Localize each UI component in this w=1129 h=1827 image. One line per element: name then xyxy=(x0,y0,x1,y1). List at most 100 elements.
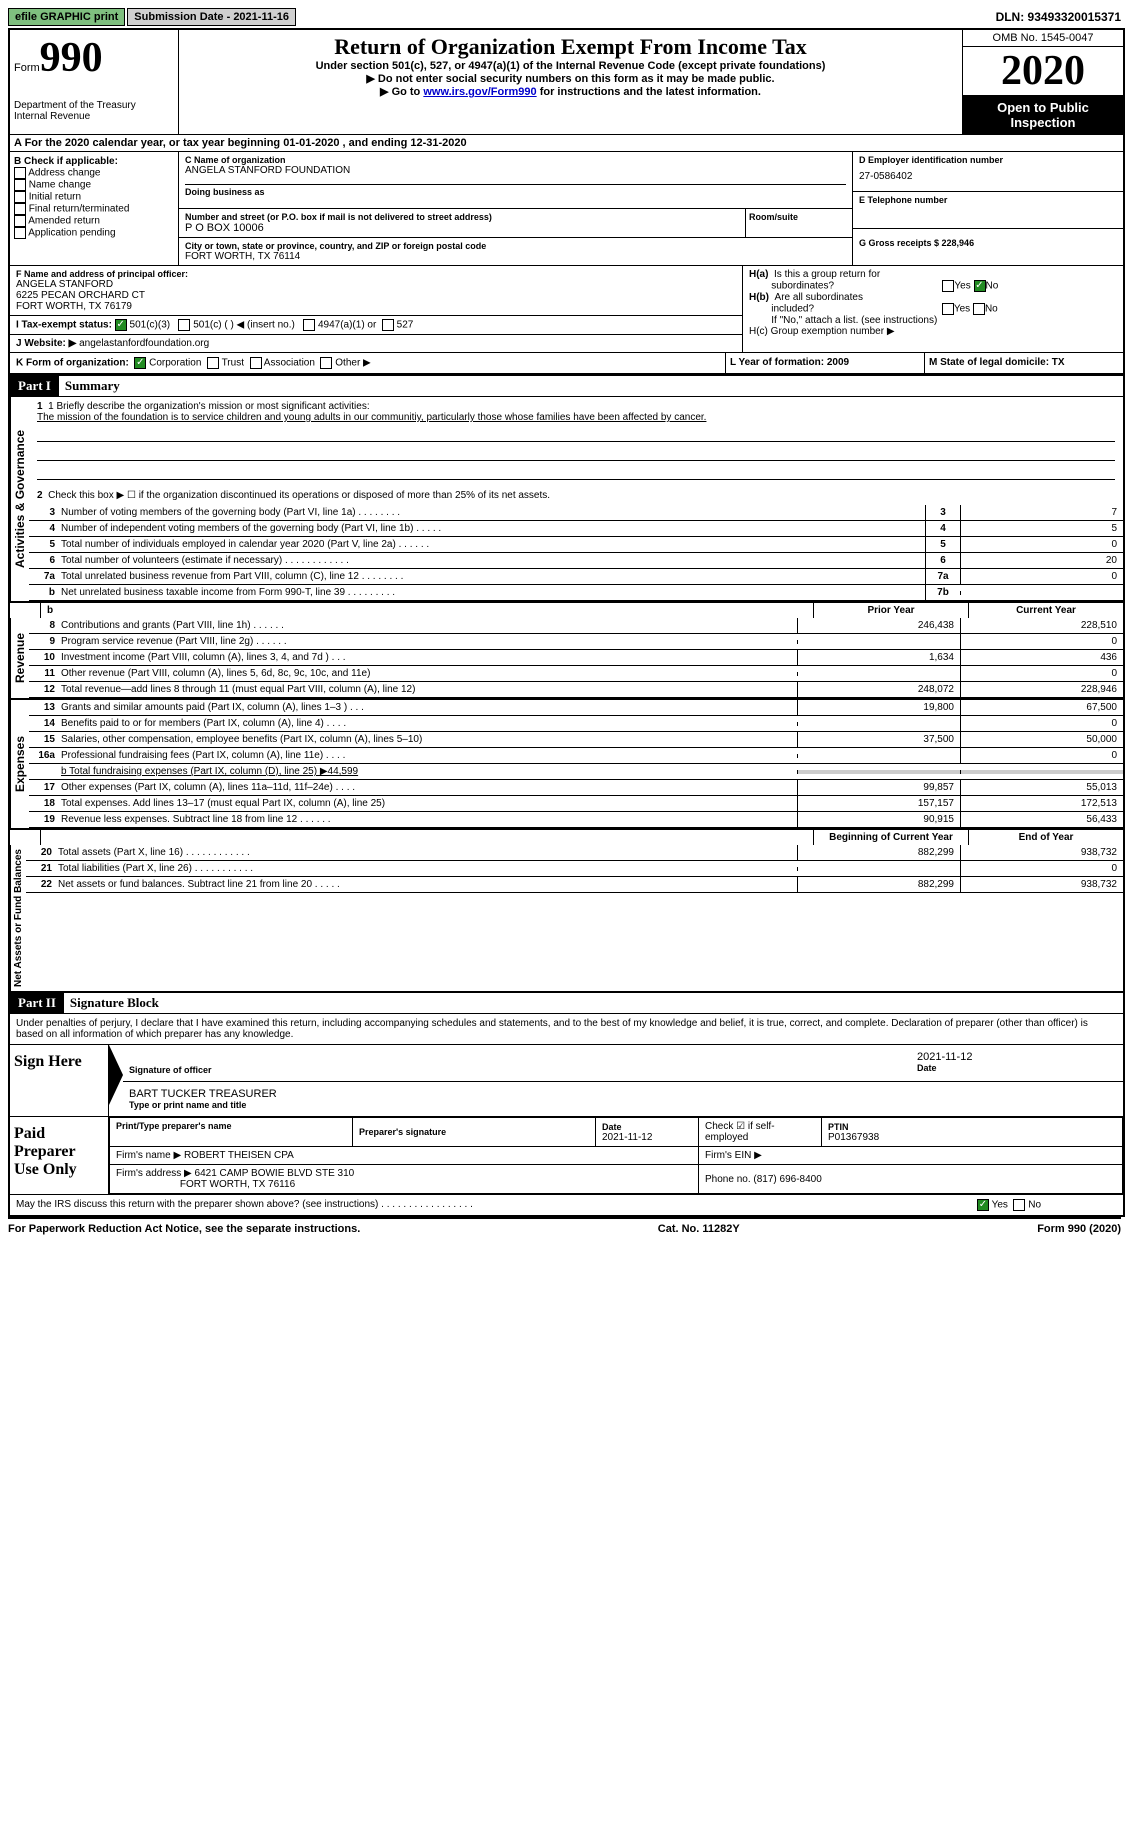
row-i: I Tax-exempt status: 501(c)(3) 501(c) ( … xyxy=(10,316,742,335)
irs-link[interactable]: www.irs.gov/Form990 xyxy=(423,86,536,98)
title-box: Return of Organization Exempt From Incom… xyxy=(179,30,962,134)
b-opt: Amended return xyxy=(14,215,174,227)
line2: 2 Check this box ▶ ☐ if the organization… xyxy=(29,486,1123,505)
chk-other[interactable] xyxy=(320,357,332,369)
summary-line: 21Total liabilities (Part X, line 26) . … xyxy=(26,861,1123,877)
summary-line: 9Program service revenue (Part VIII, lin… xyxy=(29,634,1123,650)
col-c: C Name of organization ANGELA STANFORD F… xyxy=(179,152,852,265)
c-addr: Number and street (or P.O. box if mail i… xyxy=(179,209,852,238)
submission-btn[interactable]: Submission Date - 2021-11-16 xyxy=(127,8,296,26)
summary-line: 7aTotal unrelated business revenue from … xyxy=(29,569,1123,585)
c-name: C Name of organization ANGELA STANFORD F… xyxy=(179,152,852,209)
b-opt: Initial return xyxy=(14,191,174,203)
hdr-end: End of Year xyxy=(968,830,1123,845)
paid-preparer-block: Paid Preparer Use Only Print/Type prepar… xyxy=(10,1116,1123,1194)
paid-prep: Paid Preparer Use Only xyxy=(10,1117,108,1194)
b-opt: Address change xyxy=(14,167,174,179)
summary-line: bNet unrelated business taxable income f… xyxy=(29,585,1123,601)
footer-left: For Paperwork Reduction Act Notice, see … xyxy=(8,1223,360,1235)
preparer-table: Print/Type preparer's name Preparer's si… xyxy=(109,1117,1123,1194)
vert-exp: Expenses xyxy=(10,700,29,828)
discuss-yes[interactable] xyxy=(977,1199,989,1211)
col-h: H(a) Is this a group return for subordin… xyxy=(743,266,1123,352)
form-label: Form xyxy=(14,62,40,74)
ha-no[interactable] xyxy=(974,280,986,292)
vert-rev: Revenue xyxy=(10,618,29,698)
footer: For Paperwork Reduction Act Notice, see … xyxy=(8,1217,1121,1239)
row-a: A For the 2020 calendar year, or tax yea… xyxy=(10,135,1123,152)
summary-line: 8Contributions and grants (Part VIII, li… xyxy=(29,618,1123,634)
col-b: B Check if applicable: Address change Na… xyxy=(10,152,179,265)
summary-line: 16aProfessional fundraising fees (Part I… xyxy=(29,748,1123,764)
arrow-icon xyxy=(109,1045,123,1105)
note1: ▶ Do not enter social security numbers o… xyxy=(183,72,958,85)
section-fh: F Name and address of principal officer:… xyxy=(10,265,1123,352)
b-header: B Check if applicable: xyxy=(14,156,174,167)
net-header-row: Beginning of Current Year End of Year xyxy=(10,828,1123,845)
sign-here: Sign Here xyxy=(10,1045,108,1116)
top-bar: efile GRAPHIC print Submission Date - 20… xyxy=(8,8,1121,26)
summary-line: 12Total revenue—add lines 8 through 11 (… xyxy=(29,682,1123,698)
summary-line: 17Other expenses (Part IX, column (A), l… xyxy=(29,780,1123,796)
c-city: City or town, state or province, country… xyxy=(179,238,852,265)
form-number: 990 xyxy=(40,35,103,81)
omb: OMB No. 1545-0047 xyxy=(963,30,1123,47)
col-fij: F Name and address of principal officer:… xyxy=(10,266,743,352)
chk-501c[interactable] xyxy=(178,319,190,331)
hb-yes[interactable] xyxy=(942,303,954,315)
dept2: Internal Revenue xyxy=(14,111,174,122)
chk-527[interactable] xyxy=(382,319,394,331)
hdr-curr: Current Year xyxy=(968,603,1123,618)
chk-trust[interactable] xyxy=(207,357,219,369)
row-j: J Website: ▶ angelastanfordfoundation.or… xyxy=(10,335,742,352)
sign-here-block: Sign Here Signature of officer 2021-11-1… xyxy=(10,1044,1123,1116)
f-officer: F Name and address of principal officer:… xyxy=(10,266,742,316)
b-opt: Name change xyxy=(14,179,174,191)
form-990: Form990 Department of the Treasury Inter… xyxy=(8,28,1125,1217)
vert-gov: Activities & Governance xyxy=(10,397,29,601)
chk-assoc[interactable] xyxy=(250,357,262,369)
row-l: L Year of formation: 2009 xyxy=(725,353,924,373)
part1-body: Activities & Governance 1 1 Briefly desc… xyxy=(10,397,1123,601)
summary-line: 18Total expenses. Add lines 13–17 (must … xyxy=(29,796,1123,812)
summary-line: 3Number of voting members of the governi… xyxy=(29,505,1123,521)
part1-header: Part I Summary xyxy=(10,374,1123,397)
net-section: Net Assets or Fund Balances 20Total asse… xyxy=(10,845,1123,991)
d-ein: D Employer identification number 27-0586… xyxy=(853,152,1123,192)
dept1: Department of the Treasury xyxy=(14,100,174,111)
discuss-no[interactable] xyxy=(1013,1199,1025,1211)
dln: DLN: 93493320015371 xyxy=(996,10,1121,24)
open-public: Open to Public Inspection xyxy=(963,96,1123,134)
summary-line: 5Total number of individuals employed in… xyxy=(29,537,1123,553)
hdr-prior: Prior Year xyxy=(813,603,968,618)
line16b: b Total fundraising expenses (Part IX, c… xyxy=(29,764,1123,780)
chk-corp[interactable] xyxy=(134,357,146,369)
subtitle: Under section 501(c), 527, or 4947(a)(1)… xyxy=(183,60,958,72)
d-gross: G Gross receipts $ 228,946 xyxy=(853,229,1123,251)
summary-line: 22Net assets or fund balances. Subtract … xyxy=(26,877,1123,893)
declaration: Under penalties of perjury, I declare th… xyxy=(10,1014,1123,1044)
efile-btn[interactable]: efile GRAPHIC print xyxy=(8,8,125,26)
summary-line: 10Investment income (Part VIII, column (… xyxy=(29,650,1123,666)
ha-yes[interactable] xyxy=(942,280,954,292)
chk-501c3[interactable] xyxy=(115,319,127,331)
summary-line: 4Number of independent voting members of… xyxy=(29,521,1123,537)
section-bcd: B Check if applicable: Address change Na… xyxy=(10,152,1123,265)
rev-section: Revenue 8Contributions and grants (Part … xyxy=(10,618,1123,698)
summary-line: 15Salaries, other compensation, employee… xyxy=(29,732,1123,748)
line1: 1 1 Briefly describe the organization's … xyxy=(29,397,1123,486)
part2-header: Part II Signature Block xyxy=(10,991,1123,1014)
rev-header-row: b Prior Year Current Year xyxy=(10,601,1123,618)
summary-line: 19Revenue less expenses. Subtract line 1… xyxy=(29,812,1123,828)
hb-no[interactable] xyxy=(973,303,985,315)
summary-line: 20Total assets (Part X, line 16) . . . .… xyxy=(26,845,1123,861)
vert-net: Net Assets or Fund Balances xyxy=(10,845,26,991)
footer-mid: Cat. No. 11282Y xyxy=(658,1223,740,1235)
main-title: Return of Organization Exempt From Incom… xyxy=(183,34,958,60)
footer-right: Form 990 (2020) xyxy=(1037,1223,1121,1235)
b-opt: Application pending xyxy=(14,227,174,239)
chk-4947[interactable] xyxy=(303,319,315,331)
col-d: D Employer identification number 27-0586… xyxy=(852,152,1123,265)
exp-section: Expenses 13Grants and similar amounts pa… xyxy=(10,698,1123,828)
d-tel: E Telephone number xyxy=(853,192,1123,229)
